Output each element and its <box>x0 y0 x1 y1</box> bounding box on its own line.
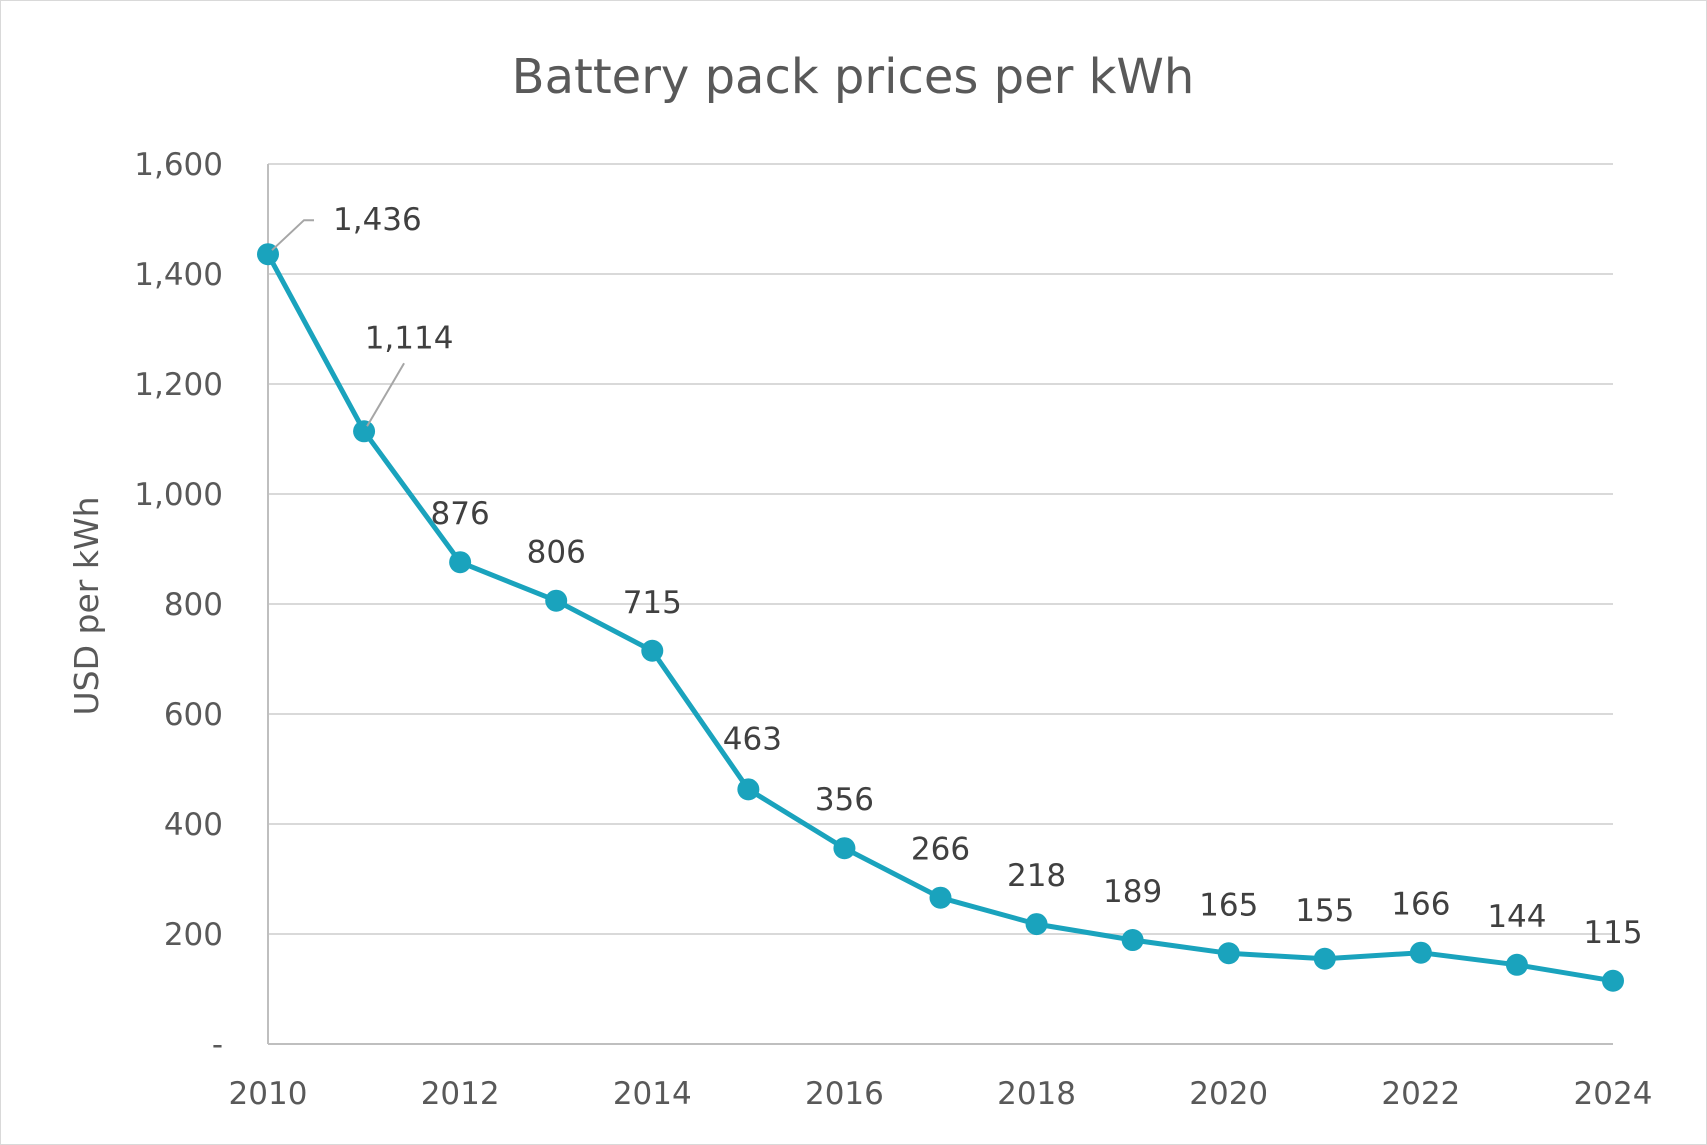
gridlines <box>268 163 1613 935</box>
x-tick-label-2020: 2020 <box>1189 1076 1268 1112</box>
data-point-2024 <box>1602 969 1624 992</box>
data-point-2023 <box>1505 953 1528 976</box>
y-tick-label-200: 200 <box>164 917 223 953</box>
data-label-2015: 463 <box>723 721 782 757</box>
data-label-2021: 155 <box>1295 893 1354 929</box>
x-tick-label-2024: 2024 <box>1574 1076 1653 1112</box>
leader-line-2011 <box>366 362 405 427</box>
data-point-2022 <box>1409 941 1432 964</box>
y-tick-label-400: 400 <box>164 807 223 843</box>
data-label-2017: 266 <box>911 832 970 868</box>
y-tick-label-1600: 1,600 <box>134 147 223 183</box>
x-tick-label-2022: 2022 <box>1381 1076 1460 1112</box>
data-label-2024: 115 <box>1583 915 1642 951</box>
data-label-2022: 166 <box>1391 887 1450 923</box>
data-point-2017 <box>929 886 952 909</box>
data-point-2011 <box>353 420 376 443</box>
x-tick-label-2010: 2010 <box>229 1076 308 1112</box>
y-axis-tick-labels: - 200 400 600 800 1,000 1,200 1,400 1,600 <box>134 147 223 1063</box>
data-labels: 1,436 1,114 876 806 715 463 356 266 218 189 165 155… <box>271 202 1643 951</box>
x-tick-label-2014: 2014 <box>613 1076 692 1112</box>
x-axis-tick-labels: 2010 2012 2014 2016 2018 2020 2022 2024 <box>229 1076 1653 1112</box>
data-point-2013 <box>545 589 568 612</box>
y-tick-label-600: 600 <box>164 697 223 733</box>
data-label-2014: 715 <box>623 585 682 621</box>
data-label-2020: 165 <box>1199 887 1258 923</box>
data-point-2015 <box>737 778 760 801</box>
leader-line-2010 <box>271 219 314 251</box>
data-point-2014 <box>641 639 664 662</box>
data-label-2010: 1,436 <box>333 202 422 238</box>
data-label-2011: 1,114 <box>365 320 454 356</box>
y-tick-label-0: - <box>212 1027 223 1063</box>
data-label-2012: 876 <box>431 496 490 532</box>
data-label-2016: 356 <box>815 782 874 818</box>
axes <box>267 164 1613 1045</box>
y-tick-label-1200: 1,200 <box>134 367 223 403</box>
y-tick-label-1400: 1,400 <box>134 257 223 293</box>
data-label-2018: 218 <box>1007 858 1066 894</box>
data-point-2021 <box>1313 947 1336 970</box>
y-tick-label-800: 800 <box>164 587 223 623</box>
series-price <box>257 243 1624 992</box>
y-axis-title: USD per kWh <box>67 497 106 716</box>
x-tick-label-2016: 2016 <box>805 1076 884 1112</box>
data-label-2013: 806 <box>527 535 586 571</box>
x-tick-label-2018: 2018 <box>997 1076 1076 1112</box>
y-tick-label-1000: 1,000 <box>134 477 223 513</box>
data-point-2012 <box>449 551 472 574</box>
data-point-2019 <box>1121 929 1144 952</box>
chart-title: Battery pack prices per kWh <box>512 49 1195 105</box>
data-point-2020 <box>1217 942 1240 965</box>
x-tick-label-2012: 2012 <box>421 1076 500 1112</box>
data-label-2023: 144 <box>1487 899 1546 935</box>
series-line <box>265 251 1616 984</box>
data-label-2019: 189 <box>1103 874 1162 910</box>
data-point-2016 <box>833 837 856 860</box>
data-point-2018 <box>1025 913 1048 936</box>
